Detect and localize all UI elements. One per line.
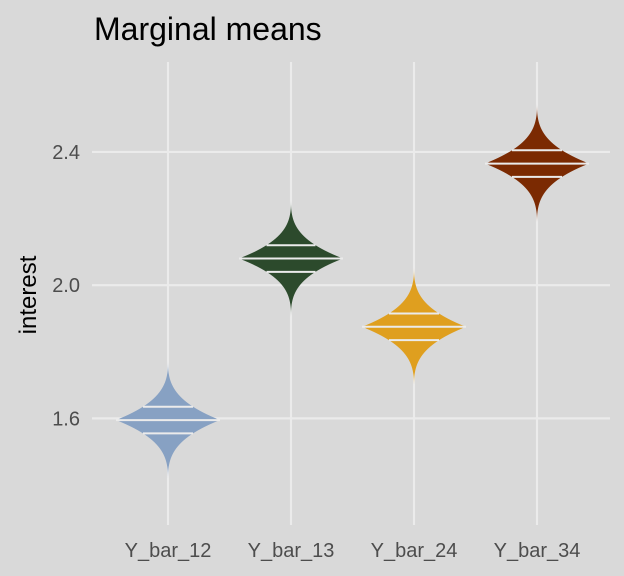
y-axis-ticks: 1.6 2.0 2.4: [52, 142, 80, 430]
y-tick-label: 1.6: [52, 408, 80, 430]
violin-shape: [362, 268, 466, 389]
violin-Y_bar_24: [362, 268, 466, 389]
violin-Y_bar_13: [239, 198, 343, 319]
y-tick-label: 2.4: [52, 142, 80, 164]
violin-shape: [485, 101, 589, 222]
y-axis-title: interest: [15, 255, 42, 334]
violin-Y_bar_34: [485, 101, 589, 222]
y-tick-label: 2.0: [52, 275, 80, 297]
chart-title: Marginal means: [94, 11, 322, 47]
x-tick-label: Y_bar_12: [125, 540, 212, 562]
x-axis-ticks: Y_bar_12 Y_bar_13 Y_bar_24 Y_bar_34: [125, 540, 581, 562]
x-tick-label: Y_bar_34: [494, 540, 581, 562]
x-tick-label: Y_bar_24: [371, 540, 458, 562]
violin-Y_bar_12: [116, 358, 220, 479]
x-tick-label: Y_bar_13: [248, 540, 335, 562]
violins: [116, 101, 589, 479]
violin-shape: [116, 358, 220, 479]
